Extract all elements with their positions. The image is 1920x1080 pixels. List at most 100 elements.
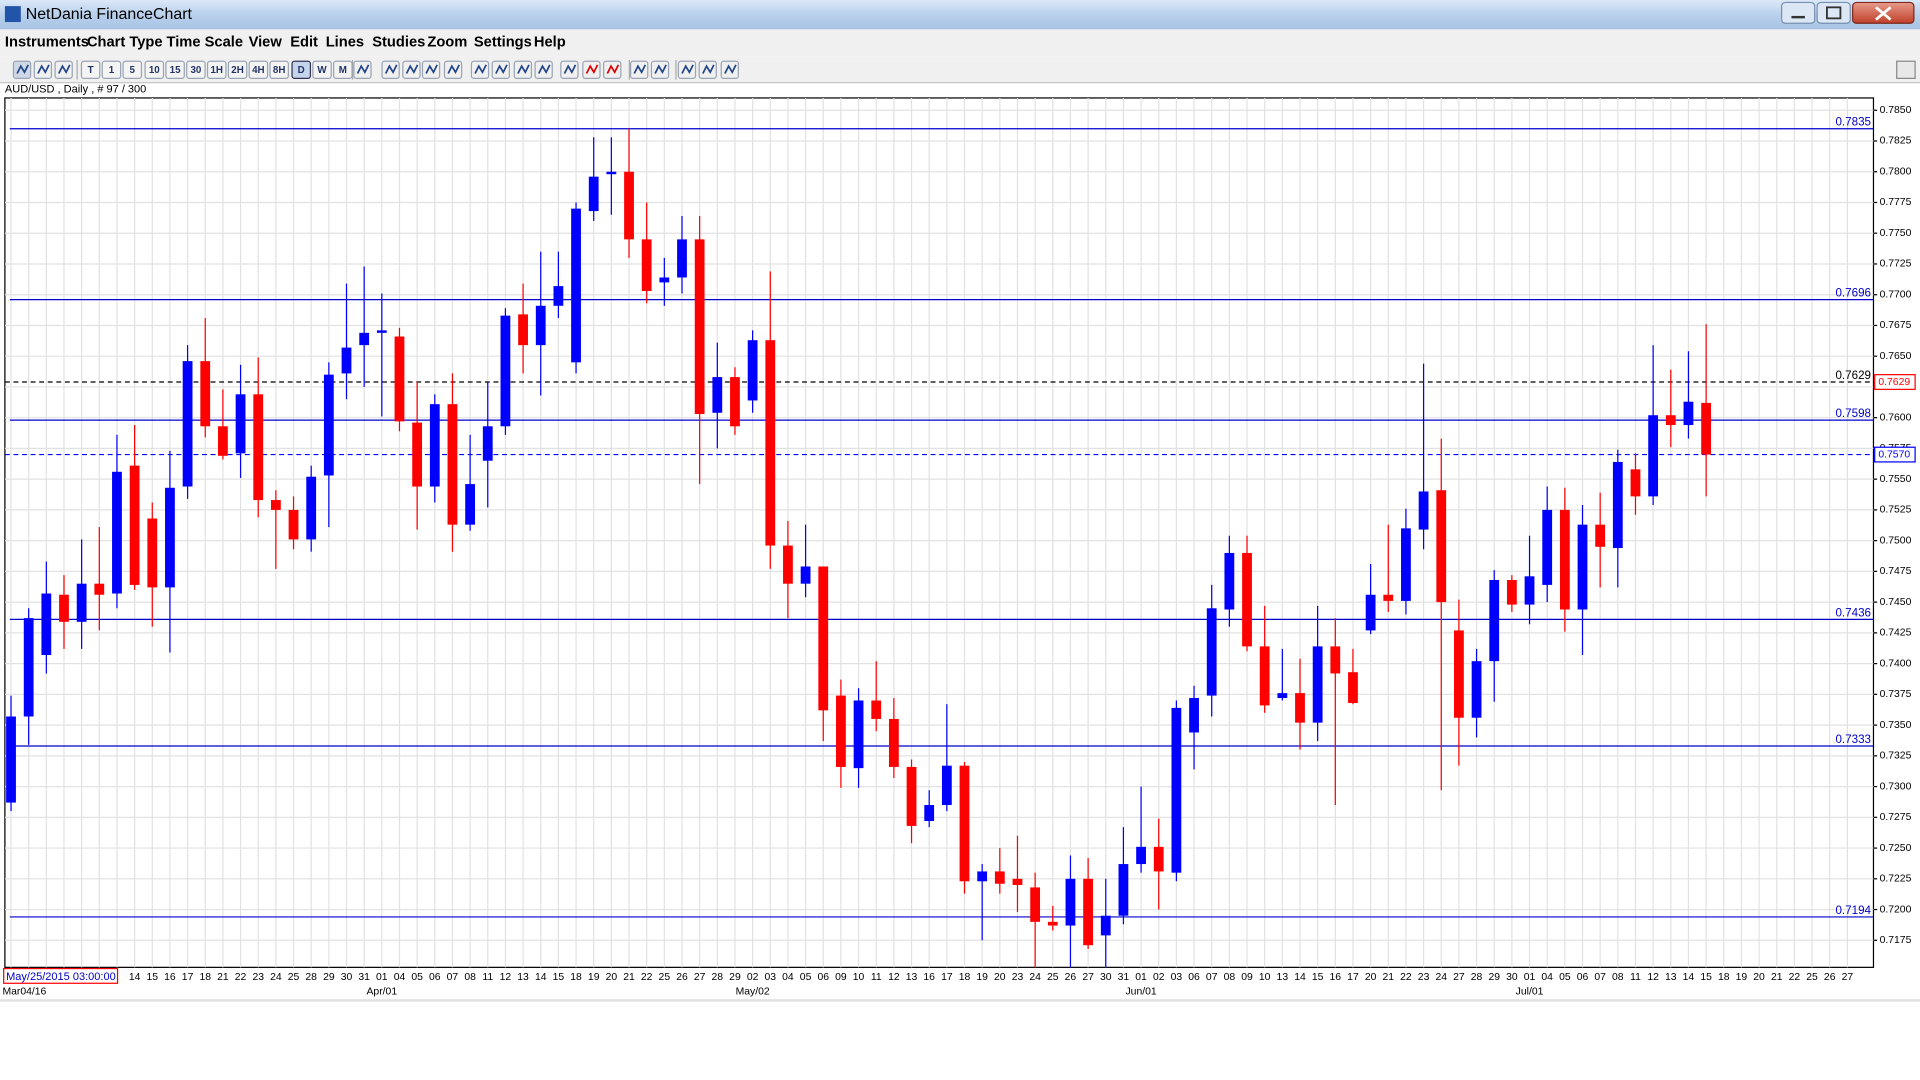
candle-body [1648, 415, 1659, 497]
x-tick-label: 16 [164, 972, 176, 983]
x-tick-label: 22 [1400, 972, 1412, 983]
menu-item[interactable]: Lines [326, 35, 364, 51]
toolbar-glyph [16, 64, 29, 75]
candle-body [1153, 846, 1164, 872]
toolbar-glyph [538, 64, 551, 75]
x-tick-label: 28 [1471, 972, 1483, 983]
window-title: NetDania FinanceChart [26, 6, 193, 23]
x-axis-band [0, 999, 1920, 1002]
candle-body [165, 487, 175, 588]
level-label: 0.7696 [1835, 287, 1871, 300]
candle-body [588, 176, 599, 212]
candle-body [394, 336, 405, 422]
toolbar-glyph [425, 64, 438, 75]
candle-body [1012, 878, 1023, 885]
candle-body [535, 305, 546, 346]
menu-item[interactable]: Studies [372, 35, 425, 51]
y-tick-label: 0.7375 [1880, 689, 1912, 700]
menu-item[interactable]: Settings [474, 35, 532, 51]
timescale-button[interactable] [312, 60, 332, 79]
candle-body [1683, 401, 1694, 426]
candle-body [818, 566, 829, 711]
x-tick-label: 12 [888, 972, 900, 983]
candle-body [694, 239, 705, 414]
x-tick-label: 28 [712, 972, 724, 983]
x-tick-label: 04 [782, 972, 794, 983]
x-tick-label: 27 [694, 972, 706, 983]
timescale-button[interactable] [101, 60, 122, 79]
x-tick-label: 09 [1241, 972, 1253, 983]
candle-body [1559, 509, 1570, 610]
x-tick-label: 13 [906, 972, 918, 983]
candle-body [1277, 693, 1288, 699]
panel-button[interactable] [1896, 60, 1916, 79]
menu-item[interactable]: Edit [290, 35, 318, 51]
y-tick-label: 0.7750 [1880, 228, 1912, 239]
x-tick-label: 05 [800, 972, 812, 983]
candle-body [429, 404, 440, 487]
timescale-button[interactable] [206, 60, 227, 79]
y-tick-label: 0.7450 [1880, 597, 1912, 608]
x-tick-label: 01 [376, 972, 388, 983]
menu-item[interactable]: Instruments [5, 35, 89, 51]
candle-body [76, 583, 87, 622]
candle-body [994, 871, 1005, 884]
x-tick-label: 03 [764, 972, 776, 983]
timescale-label: 1H [210, 65, 223, 76]
y-tick-label: 0.7550 [1880, 474, 1912, 485]
x-tick-label: 16 [923, 972, 935, 983]
timescale-button[interactable] [144, 60, 165, 79]
menu-item[interactable]: Time Scale [167, 35, 243, 51]
x-tick-label: 07 [447, 972, 459, 983]
x-tick-label: 12 [500, 972, 512, 983]
candle-body [571, 208, 581, 363]
candle-body [1136, 846, 1146, 865]
x-tick-label: 02 [747, 972, 759, 983]
candle-body [147, 518, 158, 588]
candle-body [1171, 707, 1182, 873]
x-tick-label: 30 [1506, 972, 1518, 983]
timescale-button[interactable] [269, 60, 289, 79]
timescale-label: 4H [252, 65, 265, 76]
timescale-button[interactable] [333, 60, 353, 79]
menu-item[interactable]: Zoom [427, 35, 467, 51]
candle-body [1348, 672, 1358, 703]
menu-item[interactable]: Help [534, 35, 566, 51]
x-tick-label: 19 [1736, 972, 1748, 983]
x-tick-label: 19 [588, 972, 600, 983]
candle-body [730, 377, 740, 427]
y-tick-label: 0.7650 [1880, 351, 1912, 362]
x-tick-label: 14 [1294, 972, 1306, 983]
minimize-button[interactable] [1781, 1, 1816, 24]
x-tick-label: 22 [641, 972, 653, 983]
toolbar-glyph [37, 64, 50, 75]
timescale-label: 5 [130, 65, 136, 76]
candle-body [747, 340, 758, 401]
y-tick-label: 0.7225 [1880, 874, 1912, 885]
timescale-button[interactable] [165, 60, 185, 79]
timescale-button[interactable] [80, 60, 101, 79]
timescale-label: 10 [149, 65, 160, 76]
menu-item[interactable]: Chart Type [87, 35, 163, 51]
candle-body [624, 171, 634, 240]
timescale-button[interactable] [291, 60, 312, 79]
x-tick-label: 03 [1171, 972, 1183, 983]
timescale-button[interactable] [122, 60, 143, 79]
x-tick-label: 24 [1435, 972, 1447, 983]
menu-item[interactable]: View [249, 35, 283, 51]
candle-body [1506, 579, 1517, 605]
maximize-button[interactable] [1816, 1, 1851, 24]
plot-area [4, 97, 1875, 968]
timescale-button[interactable] [186, 60, 206, 79]
candle-body [447, 404, 458, 525]
timescale-button[interactable] [248, 60, 269, 79]
candle-body [323, 374, 334, 476]
x-tick-label: 21 [217, 972, 229, 983]
x-tick-label: 11 [482, 972, 493, 983]
timescale-button[interactable] [227, 60, 248, 79]
x-tick-label: 26 [1065, 972, 1077, 983]
x-tick-label: 17 [1347, 972, 1359, 983]
x-tick-label: 06 [1188, 972, 1200, 983]
close-glyph [1875, 6, 1892, 21]
